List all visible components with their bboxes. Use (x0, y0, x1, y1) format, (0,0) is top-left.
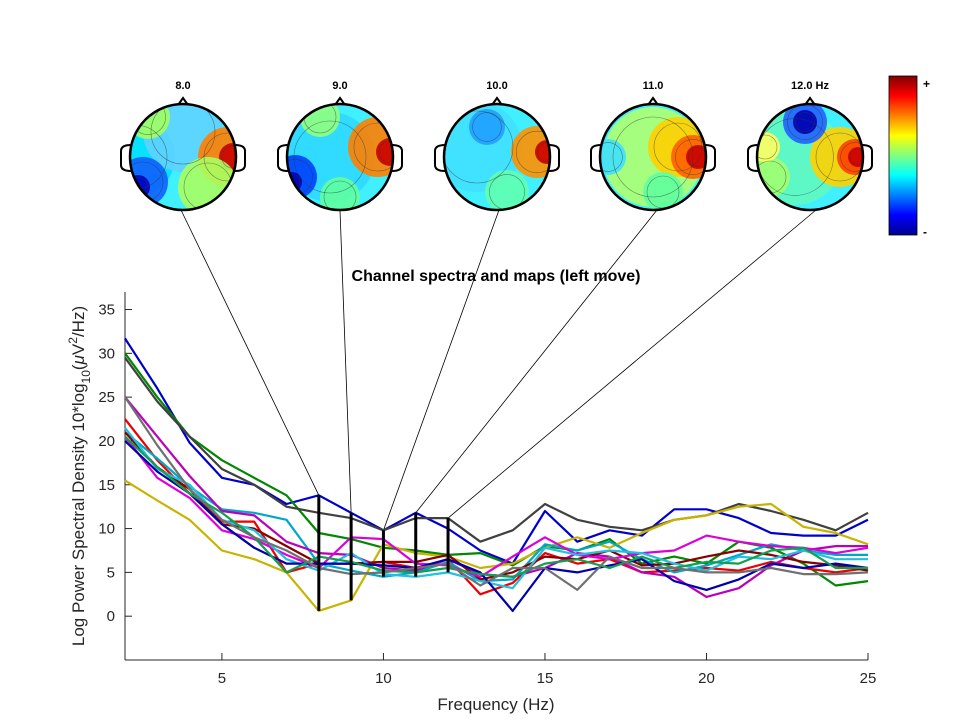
y-tick-label: 25 (98, 389, 115, 406)
head-nose (647, 96, 659, 106)
series-line-9 (124, 435, 869, 578)
map-frequency-label: 11.0 (643, 80, 664, 92)
connector-line (415, 209, 658, 514)
head-left-ear (277, 144, 289, 172)
topo-map-2: 9.0 (277, 80, 403, 212)
spectra-lines (124, 337, 869, 613)
series-line-1 (124, 337, 869, 565)
series-line-10 (124, 427, 868, 590)
x-tick-label: 25 (860, 670, 877, 687)
connector-line (383, 209, 500, 531)
head-nose (334, 96, 346, 106)
chart-title: Channel spectra and maps (left move) (352, 268, 641, 285)
head-nose (177, 96, 189, 106)
x-tick-label: 5 (218, 670, 226, 687)
colorbar-gradient (888, 75, 918, 236)
x-axis-label: Frequency (Hz) (437, 695, 554, 714)
head-nose (804, 96, 816, 106)
topo-maps: 8.0 9.0 10.0 11.0 12.0 Hz (120, 80, 873, 212)
topo-map-1: 8.0 (120, 80, 246, 212)
series-line-13 (124, 396, 869, 592)
x-tick-label: 10 (375, 670, 392, 687)
connector-line (180, 209, 320, 496)
head-nose (491, 96, 503, 106)
map-frequency-label: 8.0 (175, 80, 190, 92)
series-line-3 (124, 357, 869, 543)
y-tick-label: 10 (98, 521, 115, 538)
map-connector-lines (180, 209, 817, 531)
head-outline (128, 102, 238, 212)
colorbar-top-label: + (923, 77, 930, 91)
y-tick-label: 20 (98, 433, 115, 450)
series-line-6 (124, 431, 868, 583)
head-right-ear (704, 144, 716, 172)
head-right-ear (548, 144, 560, 172)
colorbar: + - (888, 75, 930, 239)
topo-map-5: 12.0 Hz (747, 80, 873, 212)
head-left-ear (590, 144, 602, 172)
head-left-ear (747, 144, 759, 172)
head-right-ear (391, 144, 403, 172)
topo-map-3: 10.0 (434, 80, 560, 212)
map-frequency-label: 12.0 Hz (791, 80, 829, 92)
connector-line (447, 209, 817, 519)
y-tick-label: 0 (107, 608, 115, 625)
y-axis-label: Log Power Spectral Density 10*log10(μV2/… (66, 306, 93, 646)
x-tick-label: 20 (698, 670, 715, 687)
colorbar-bottom-label: - (923, 225, 927, 239)
series-line-11 (124, 440, 869, 613)
head-right-ear (861, 144, 873, 172)
head-left-ear (120, 144, 132, 172)
head-outline (442, 102, 552, 212)
head-outline (755, 102, 865, 212)
y-tick-label: 35 (98, 302, 115, 319)
y-tick-label: 15 (98, 477, 115, 494)
axis-ticks: 5 10 15 20 25 0 5 10 15 20 25 30 35 (98, 302, 876, 687)
frequency-markers (317, 495, 450, 611)
series-line-2 (124, 352, 869, 587)
y-tick-label: 5 (107, 564, 115, 581)
map-frequency-label: 9.0 (332, 80, 347, 92)
head-right-ear (234, 144, 246, 172)
series-line-5 (124, 418, 869, 596)
x-tick-label: 15 (537, 670, 554, 687)
y-tick-label: 30 (98, 345, 115, 362)
connector-line (339, 209, 352, 513)
series-line-12 (124, 435, 868, 578)
head-left-ear (434, 144, 446, 172)
topo-map-4: 11.0 (590, 80, 716, 212)
map-frequency-label: 10.0 (486, 80, 507, 92)
head-outline (598, 102, 708, 212)
